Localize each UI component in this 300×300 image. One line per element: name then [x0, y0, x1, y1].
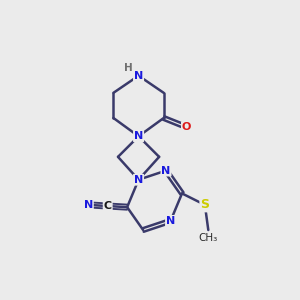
- Text: N: N: [161, 166, 171, 176]
- Text: O: O: [182, 122, 191, 132]
- Text: S: S: [200, 198, 209, 212]
- Text: N: N: [84, 200, 93, 210]
- Text: N: N: [134, 71, 143, 81]
- Text: H: H: [124, 63, 133, 73]
- Text: N: N: [134, 175, 143, 185]
- Text: CH₃: CH₃: [199, 233, 218, 244]
- Text: C: C: [103, 201, 112, 211]
- Text: N: N: [134, 131, 143, 141]
- Text: N: N: [166, 216, 175, 226]
